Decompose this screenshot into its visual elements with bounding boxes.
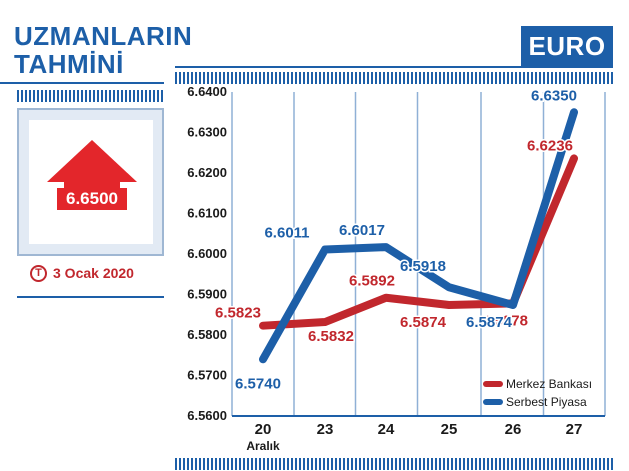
forecast-date-row: T 3 Ocak 2020 — [30, 263, 134, 283]
x-tick-label: 23 — [317, 421, 334, 438]
title-line-1: UZMANLARIN — [14, 21, 193, 51]
forecast-inner: 6.6500 — [29, 120, 153, 244]
y-tick-label: 6.6200 — [187, 165, 227, 180]
x-tick-label: 25 — [441, 421, 458, 438]
title-line-2: TAHMİNİ — [14, 49, 124, 79]
serbest-data-label: 6.6017 — [339, 222, 385, 239]
serbest-data-label: 6.5874 — [466, 314, 513, 331]
y-tick-label: 6.6000 — [187, 246, 227, 261]
merkez-data-label: 6.5874 — [400, 314, 447, 331]
y-tick-label: 6.5600 — [187, 408, 227, 423]
y-tick-label: 6.5900 — [187, 287, 227, 302]
title-underline — [0, 82, 164, 84]
y-tick-label: 6.6300 — [187, 125, 227, 140]
serbest-piyasa-line — [259, 108, 578, 364]
y-tick-label: 6.6400 — [187, 84, 227, 99]
forecast-value: 6.6500 — [57, 188, 127, 210]
merkez-data-label: 6.5823 — [215, 305, 261, 322]
chart-grid — [231, 92, 606, 416]
merkez-bankasi-line — [259, 154, 578, 330]
x-tick-label: 27 — [566, 421, 583, 438]
forecast-panel-title: UZMANLARIN TAHMİNİ — [14, 21, 193, 79]
merkez-data-label: 6.6236 — [527, 137, 573, 154]
chart-series — [259, 108, 578, 364]
y-tick-label: 6.5700 — [187, 368, 227, 383]
x-tick-label: 24 — [378, 421, 395, 438]
forecast-date: 3 Ocak 2020 — [53, 265, 134, 281]
merkez-data-label: 6.5832 — [308, 328, 354, 345]
serbest-data-label: 6.5740 — [235, 375, 281, 392]
chart-axes: 6.6400 6.6300 6.6200 6.6100 6.6000 6.5900 6.58… — [187, 84, 605, 453]
header-rule — [175, 66, 613, 68]
merkez-data-label: 6.5878 — [482, 312, 528, 329]
top-stripe-bar — [175, 72, 613, 84]
x-tick-label: 26 — [505, 421, 522, 438]
x-tick-sublabel: Aralık — [246, 439, 280, 453]
up-arrow-icon — [47, 140, 137, 182]
y-tick-label: 6.5800 — [187, 327, 227, 342]
currency-tab: EURO — [521, 26, 613, 66]
date-underline — [17, 296, 164, 298]
publisher-logo-icon: T — [30, 264, 47, 282]
legend-label-1: Serbest Piyasa — [506, 395, 587, 409]
serbest-data-label: 6.6011 — [264, 225, 309, 242]
y-tick-label: 6.6100 — [187, 206, 227, 221]
chart-legend: Merkez Bankası Serbest Piyasa — [483, 377, 592, 409]
legend-label-0: Merkez Bankası — [506, 377, 592, 391]
left-stripe-bar — [17, 90, 164, 102]
serbest-data-label: 6.5918 — [400, 258, 446, 275]
forecast-box: 6.6500 — [17, 108, 164, 256]
serbest-data-label: 6.6350 — [531, 87, 577, 104]
bottom-stripe-bar — [175, 458, 613, 470]
x-tick-label: 20 — [255, 421, 272, 438]
merkez-data-label: 6.5892 — [349, 273, 395, 290]
